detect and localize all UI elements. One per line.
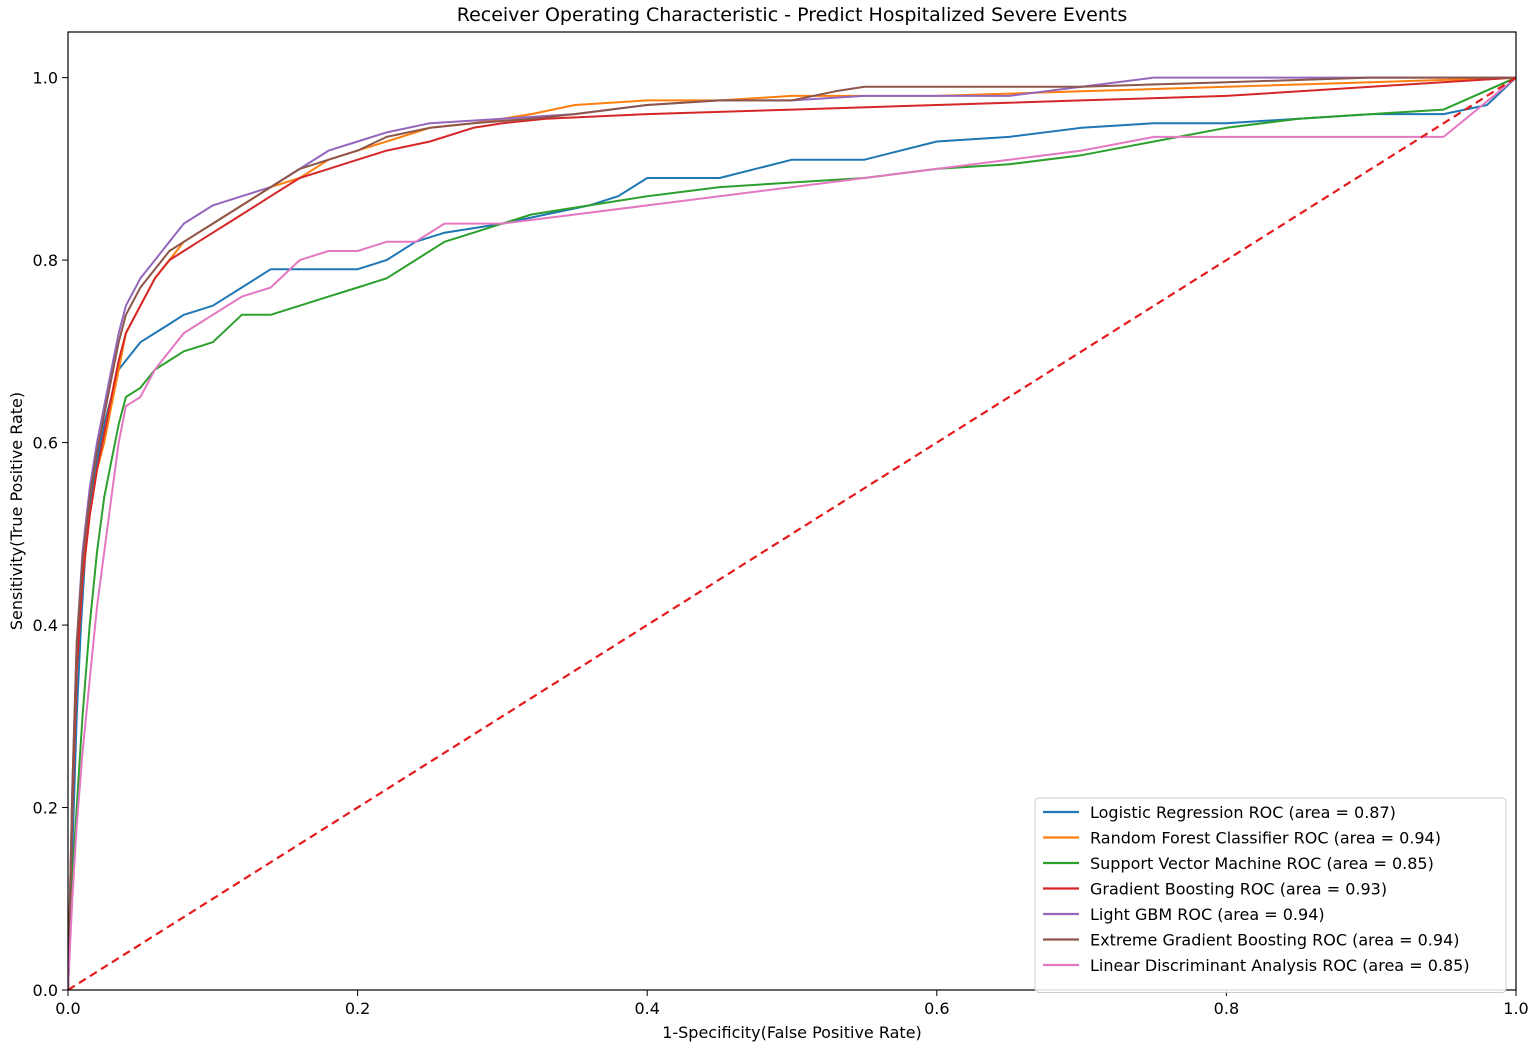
x-tick-label: 0.2 [345,999,370,1018]
roc-series-line-4 [68,76,1516,990]
legend-entry-1: Logistic Regression ROC (area = 0.87) [1090,803,1396,822]
legend-entry-7: Linear Discriminant Analysis ROC (area =… [1090,956,1470,975]
y-tick-label: 0.2 [33,799,58,818]
y-tick-label: 0.8 [33,251,58,270]
x-tick-label: 0.4 [634,999,659,1018]
x-tick-label: 0.0 [55,999,80,1018]
legend-entry-6: Extreme Gradient Boosting ROC (area = 0.… [1090,931,1460,950]
x-tick-label: 0.8 [1214,999,1239,1018]
roc-series-line-3 [68,76,1516,990]
legend-entry-3: Support Vector Machine ROC (area = 0.85) [1090,854,1434,873]
y-axis-label: Sensitivity(True Positive Rate) [7,392,26,630]
legend-entry-5: Light GBM ROC (area = 0.94) [1090,905,1325,924]
y-tick-label: 1.0 [33,69,58,88]
x-axis-label: 1-Specificity(False Positive Rate) [662,1023,922,1042]
roc-series-line-7 [68,76,1516,990]
x-tick-label: 1.0 [1503,999,1528,1018]
x-axis: 0.0 0.2 0.4 0.6 0.8 1.0 [55,990,1529,1018]
roc-series-line-1 [68,76,1516,990]
legend-box [1034,797,1507,993]
y-tick-label: 0.6 [33,434,58,453]
roc-series-line-6 [68,76,1516,990]
plot-area [68,76,1516,990]
x-tick-label: 0.6 [924,999,949,1018]
plot-frame [67,31,1517,991]
legend-entry-2: Random Forest Classifier ROC (area = 0.9… [1090,829,1441,848]
y-axis: 0.0 0.2 0.4 0.6 0.8 1.0 [33,69,68,1000]
chart-title: Receiver Operating Characteristic - Pred… [457,4,1128,26]
legend-entry-4: Gradient Boosting ROC (area = 0.93) [1090,880,1387,899]
y-tick-label: 0.0 [33,981,58,1000]
legend: Logistic Regression ROC (area = 0.87) Ran… [1034,797,1507,993]
y-tick-label: 0.4 [33,616,58,635]
